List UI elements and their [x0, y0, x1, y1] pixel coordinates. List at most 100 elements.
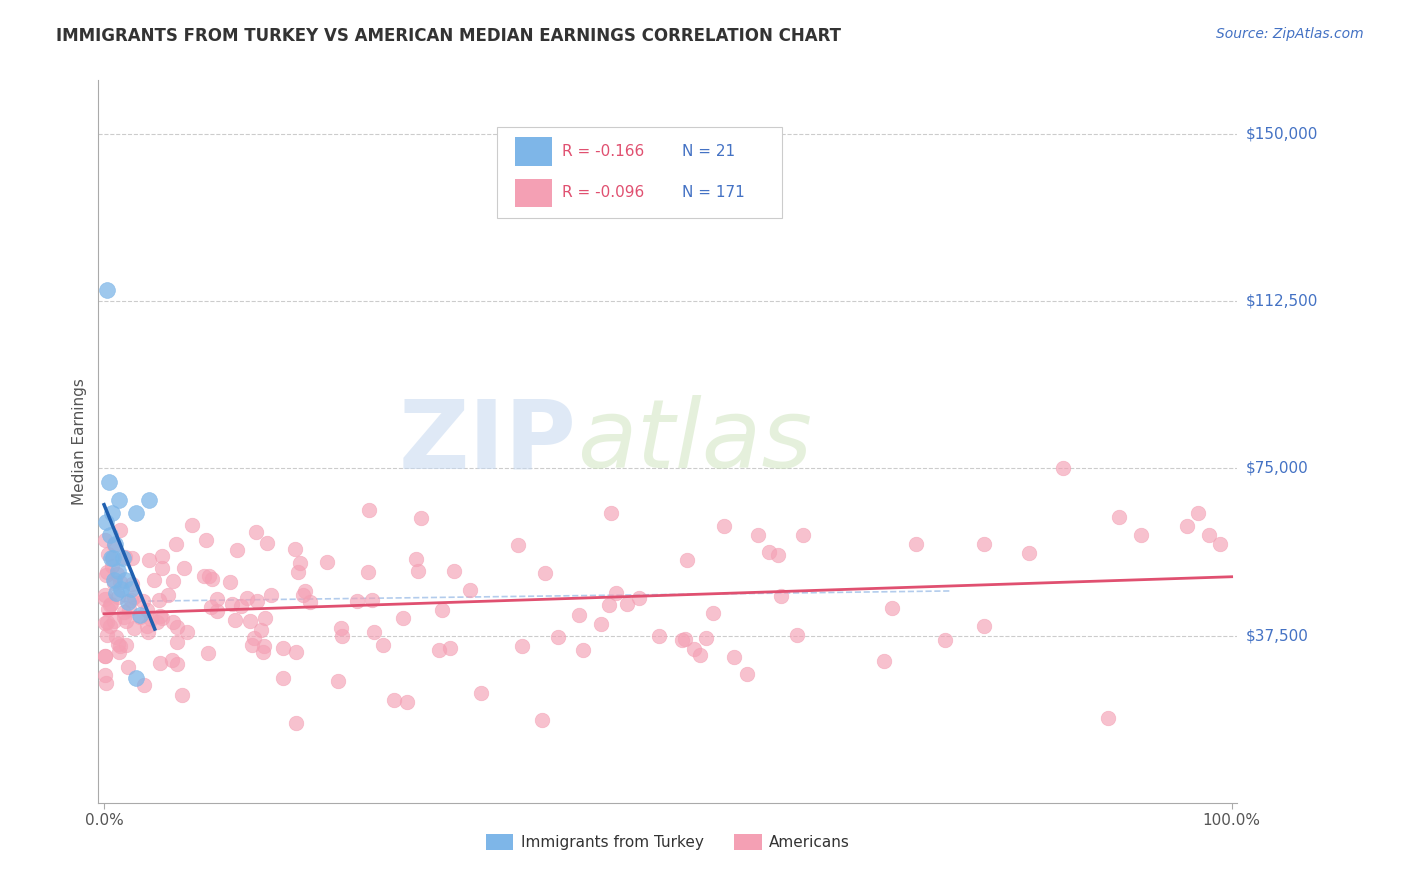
Point [671, 632, 693, 647]
Point [695, 631, 717, 645]
Point [239, 615, 262, 629]
Point [508, 538, 530, 552]
Point [260, 588, 283, 602]
Point [243, 631, 266, 645]
Point [205, 603, 228, 617]
Point [107, 566, 129, 581]
Point [94, 648, 117, 663]
Point [94, 668, 117, 682]
Point [747, 528, 769, 542]
Point [723, 649, 745, 664]
Point [105, 586, 128, 600]
Point [330, 630, 353, 644]
Point [284, 542, 307, 557]
Point [409, 511, 432, 525]
Text: $112,500: $112,500 [1246, 293, 1317, 309]
Point [534, 566, 557, 580]
Point [205, 591, 228, 606]
Point [288, 557, 311, 571]
Point [193, 569, 215, 583]
Point [1187, 506, 1209, 520]
Point [108, 524, 131, 538]
Point [294, 583, 316, 598]
Point [114, 549, 136, 564]
Point [904, 537, 927, 551]
Point [1018, 546, 1040, 560]
Point [221, 597, 243, 611]
Point [605, 586, 627, 600]
Text: ZIP: ZIP [399, 395, 576, 488]
Point [273, 640, 295, 655]
Point [124, 506, 146, 520]
Point [395, 694, 418, 708]
Point [96, 615, 118, 630]
Point [225, 543, 247, 558]
Point [245, 524, 267, 539]
Point [117, 595, 139, 609]
Point [443, 564, 465, 578]
Point [591, 616, 613, 631]
Point [170, 688, 193, 702]
Point [316, 555, 339, 569]
Point [287, 566, 309, 580]
Point [114, 614, 136, 628]
Point [97, 475, 120, 489]
Point [600, 506, 623, 520]
Point [758, 545, 780, 559]
Point [96, 283, 118, 297]
Point [115, 638, 138, 652]
Point [149, 609, 172, 624]
Point [107, 645, 129, 659]
Point [256, 536, 278, 550]
Point [118, 602, 141, 616]
Point [1175, 519, 1198, 533]
Point [100, 559, 122, 574]
Point [150, 561, 173, 575]
Text: N = 21: N = 21 [682, 145, 735, 160]
Point [112, 550, 135, 565]
Point [616, 598, 638, 612]
Point [766, 548, 789, 562]
Point [1198, 528, 1220, 542]
Point [98, 598, 121, 612]
Point [250, 623, 273, 637]
Point [786, 628, 808, 642]
Point [1209, 537, 1232, 551]
Text: atlas: atlas [576, 395, 811, 488]
Point [103, 573, 125, 587]
Text: $37,500: $37,500 [1246, 628, 1309, 643]
FancyBboxPatch shape [498, 128, 782, 218]
Point [121, 576, 143, 591]
Text: IMMIGRANTS FROM TURKEY VS AMERICAN MEDIAN EARNINGS CORRELATION CHART: IMMIGRANTS FROM TURKEY VS AMERICAN MEDIA… [56, 27, 841, 45]
Point [94, 588, 117, 602]
Point [94, 616, 117, 631]
Point [107, 591, 129, 605]
Point [648, 629, 671, 643]
Text: R = -0.096: R = -0.096 [562, 186, 644, 201]
Point [121, 550, 143, 565]
Text: $75,000: $75,000 [1246, 461, 1309, 475]
Point [107, 564, 129, 578]
Legend: Immigrants from Turkey, Americans: Immigrants from Turkey, Americans [479, 829, 856, 856]
Point [246, 594, 269, 608]
Point [200, 572, 222, 586]
Text: $150,000: $150,000 [1246, 127, 1317, 141]
Point [470, 686, 492, 700]
Point [439, 641, 461, 656]
Point [107, 638, 129, 652]
Point [104, 630, 127, 644]
Point [676, 552, 699, 566]
Point [165, 537, 187, 551]
Point [973, 537, 995, 551]
Point [94, 533, 117, 548]
Point [98, 618, 121, 632]
Point [194, 533, 217, 548]
Point [138, 492, 160, 507]
Point [198, 569, 221, 583]
Text: N = 171: N = 171 [682, 186, 744, 201]
Point [973, 619, 995, 633]
Point [627, 591, 650, 606]
Point [292, 588, 315, 602]
Point [114, 573, 136, 587]
Point [110, 582, 132, 596]
